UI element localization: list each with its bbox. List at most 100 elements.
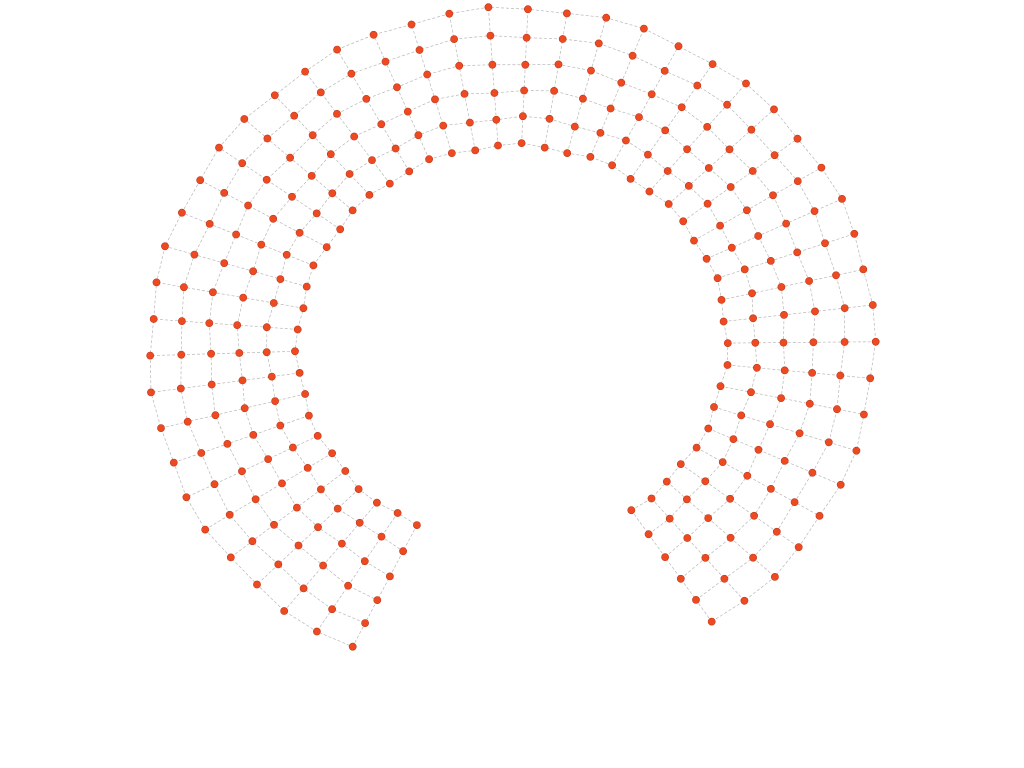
- mesh-point: [407, 20, 416, 29]
- mesh-grid-lines: [149, 6, 877, 648]
- mesh-point: [152, 278, 161, 287]
- mesh-point: [815, 512, 824, 520]
- mesh-point: [369, 30, 378, 39]
- mesh-point: [196, 176, 205, 185]
- mesh-point: [492, 115, 501, 124]
- mesh-point: [821, 239, 829, 248]
- spoke-line: [316, 512, 398, 632]
- mesh-point: [840, 338, 849, 346]
- mesh-point: [524, 5, 532, 14]
- mesh-point: [810, 207, 819, 215]
- mesh-point: [215, 143, 223, 152]
- spoke-line: [727, 364, 871, 379]
- mesh-point: [354, 485, 363, 493]
- mesh-point: [737, 411, 746, 420]
- mesh-point: [836, 371, 845, 380]
- ring-line: [149, 6, 877, 648]
- spoke-line: [205, 452, 333, 530]
- mesh-point: [692, 443, 701, 452]
- mesh-point: [190, 250, 199, 259]
- mesh-point: [425, 155, 433, 164]
- mesh-point: [240, 115, 249, 123]
- mesh-point: [337, 539, 346, 548]
- mesh-point: [519, 112, 527, 121]
- mesh-point: [704, 424, 713, 433]
- mesh-point: [545, 114, 554, 123]
- spoke-line: [173, 415, 310, 463]
- mesh-point: [301, 67, 309, 76]
- mesh-point: [177, 350, 186, 359]
- mesh-point: [210, 480, 219, 489]
- mesh-point: [579, 94, 587, 103]
- mesh-point: [439, 121, 448, 130]
- mesh-point: [766, 256, 775, 265]
- mesh-point: [771, 573, 779, 581]
- mesh-point: [753, 363, 761, 372]
- mesh-point: [336, 225, 345, 234]
- mesh-point: [676, 460, 685, 468]
- mesh-point: [723, 100, 731, 109]
- mesh-point: [385, 572, 394, 581]
- mesh-point: [292, 503, 301, 512]
- spoke-line: [566, 17, 607, 154]
- mesh-point: [748, 289, 756, 298]
- mesh-point: [391, 144, 400, 153]
- mesh-point: [754, 232, 763, 240]
- mesh-point: [240, 404, 249, 413]
- mesh-point: [291, 347, 299, 356]
- spoke-line: [651, 498, 745, 602]
- mesh-point: [710, 403, 718, 411]
- spoke-line: [230, 470, 346, 558]
- spoke-line: [544, 13, 568, 148]
- mesh-point: [314, 523, 322, 532]
- mesh-point: [860, 410, 868, 419]
- mesh-point: [704, 514, 713, 522]
- mesh-point: [328, 605, 336, 614]
- mesh-point: [223, 439, 232, 448]
- mesh-point: [627, 506, 636, 515]
- mesh-point: [344, 581, 352, 590]
- mesh-point: [288, 443, 297, 452]
- spoke-line: [256, 488, 359, 585]
- mesh-point: [563, 149, 572, 157]
- mesh-point: [754, 445, 763, 454]
- mesh-point: [176, 384, 185, 393]
- mesh-point: [257, 240, 266, 249]
- mesh-point: [836, 480, 845, 489]
- mesh-point: [403, 107, 412, 116]
- mesh-point: [294, 541, 303, 550]
- spoke-line: [680, 463, 799, 548]
- mesh-point: [817, 163, 826, 172]
- spoke-line: [488, 7, 499, 146]
- mesh-point: [793, 177, 802, 185]
- mesh-point: [207, 380, 216, 389]
- mesh-point: [718, 458, 727, 466]
- mesh-point: [587, 66, 595, 75]
- mesh-point: [423, 70, 432, 79]
- mesh-point: [743, 206, 751, 215]
- mesh-point: [447, 149, 456, 157]
- mesh-point: [662, 477, 671, 486]
- mesh-point: [520, 86, 528, 95]
- mesh-point: [179, 283, 188, 292]
- mesh-point: [647, 494, 656, 503]
- mesh-point: [859, 265, 868, 274]
- mesh-point: [299, 584, 308, 593]
- mesh-point: [333, 45, 341, 54]
- mesh-point: [779, 338, 788, 347]
- mesh-point: [665, 514, 674, 523]
- spoke-line: [521, 9, 529, 144]
- mesh-point: [716, 221, 724, 230]
- ring-line: [180, 35, 846, 624]
- mesh-point: [326, 150, 335, 159]
- mesh-point: [309, 261, 318, 270]
- spoke-line: [411, 24, 453, 154]
- mesh-point: [450, 35, 458, 43]
- mesh-point: [415, 46, 424, 54]
- mesh-point: [808, 468, 817, 477]
- mesh-point: [147, 388, 155, 397]
- mesh-point: [270, 520, 278, 529]
- mesh-point: [208, 288, 217, 297]
- spoke-line: [218, 147, 341, 230]
